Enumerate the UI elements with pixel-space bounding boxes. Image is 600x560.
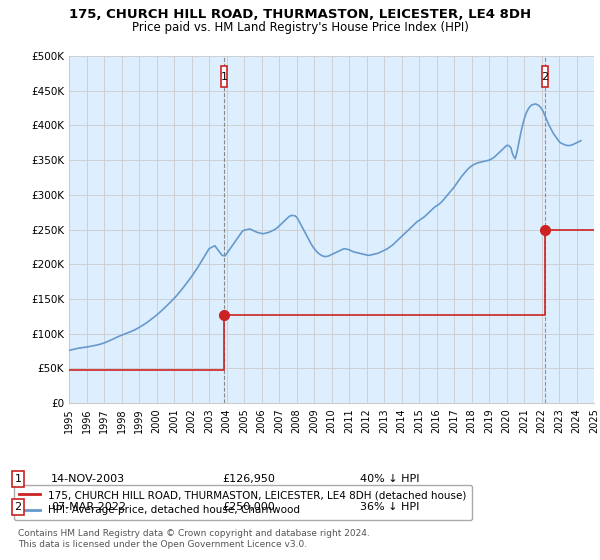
Text: 1: 1 — [221, 72, 228, 82]
Text: £126,950: £126,950 — [222, 474, 275, 484]
Text: 175, CHURCH HILL ROAD, THURMASTON, LEICESTER, LE4 8DH: 175, CHURCH HILL ROAD, THURMASTON, LEICE… — [69, 8, 531, 21]
Text: 36% ↓ HPI: 36% ↓ HPI — [360, 502, 419, 512]
Text: Price paid vs. HM Land Registry's House Price Index (HPI): Price paid vs. HM Land Registry's House … — [131, 21, 469, 34]
Text: 2: 2 — [14, 502, 22, 512]
Legend: 175, CHURCH HILL ROAD, THURMASTON, LEICESTER, LE4 8DH (detached house), HPI: Ave: 175, CHURCH HILL ROAD, THURMASTON, LEICE… — [14, 485, 472, 520]
Text: 2: 2 — [541, 72, 548, 82]
Text: £250,000: £250,000 — [222, 502, 275, 512]
Text: 14-NOV-2003: 14-NOV-2003 — [51, 474, 125, 484]
Bar — [542, 67, 548, 87]
Bar — [221, 67, 227, 87]
Text: Contains HM Land Registry data © Crown copyright and database right 2024.
This d: Contains HM Land Registry data © Crown c… — [18, 529, 370, 549]
Text: 40% ↓ HPI: 40% ↓ HPI — [360, 474, 419, 484]
Text: 07-MAR-2022: 07-MAR-2022 — [51, 502, 126, 512]
Text: 1: 1 — [14, 474, 22, 484]
